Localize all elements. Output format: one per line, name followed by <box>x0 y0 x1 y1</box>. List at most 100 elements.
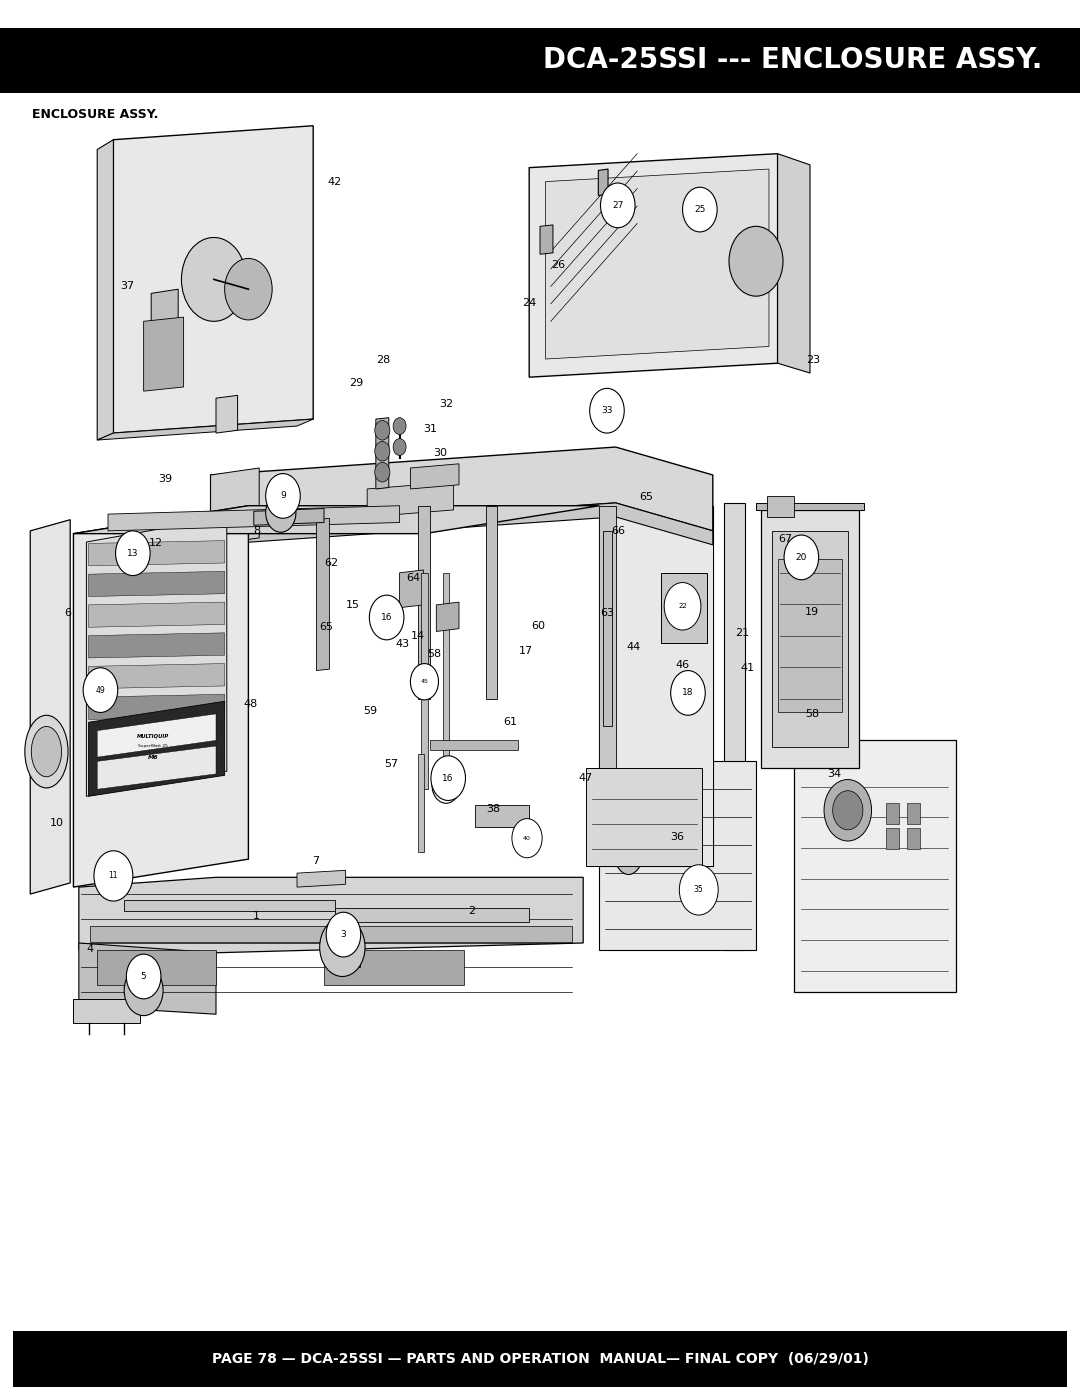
Text: 67: 67 <box>778 534 793 545</box>
Polygon shape <box>794 740 956 992</box>
Text: 3: 3 <box>340 930 347 939</box>
Text: 59: 59 <box>363 705 378 717</box>
Polygon shape <box>486 506 497 698</box>
Polygon shape <box>211 447 713 531</box>
Text: 37: 37 <box>120 281 135 292</box>
Text: 45: 45 <box>420 679 429 685</box>
Circle shape <box>375 462 390 482</box>
Text: 65: 65 <box>639 492 652 503</box>
Text: 21: 21 <box>734 627 750 638</box>
Circle shape <box>393 439 406 455</box>
Circle shape <box>266 493 296 532</box>
Polygon shape <box>124 900 335 911</box>
Polygon shape <box>324 950 464 985</box>
Text: 62: 62 <box>324 557 339 569</box>
Polygon shape <box>97 714 216 757</box>
Polygon shape <box>97 746 216 789</box>
Polygon shape <box>724 503 745 950</box>
Text: 29: 29 <box>349 377 364 388</box>
Polygon shape <box>418 754 424 852</box>
Polygon shape <box>211 503 713 545</box>
Circle shape <box>266 474 300 518</box>
Text: PAGE 78 — DCA-25SSI — PARTS AND OPERATION  MANUAL— FINAL COPY  (06/29/01): PAGE 78 — DCA-25SSI — PARTS AND OPERATIO… <box>212 1351 868 1366</box>
Polygon shape <box>79 877 583 953</box>
Polygon shape <box>599 761 756 950</box>
Polygon shape <box>778 559 842 712</box>
Circle shape <box>600 183 635 228</box>
Bar <box>907 828 920 849</box>
Polygon shape <box>335 908 529 922</box>
Ellipse shape <box>611 807 646 875</box>
Bar <box>886 828 899 849</box>
Polygon shape <box>216 395 238 433</box>
Polygon shape <box>73 999 140 1023</box>
Polygon shape <box>436 602 459 631</box>
Text: 36: 36 <box>671 831 684 842</box>
Circle shape <box>126 954 161 999</box>
Text: 30: 30 <box>434 447 447 458</box>
Text: 7: 7 <box>312 855 319 866</box>
Circle shape <box>320 918 365 977</box>
Text: SuperWatt 25: SuperWatt 25 <box>138 745 168 747</box>
Polygon shape <box>598 169 608 196</box>
Polygon shape <box>430 740 518 750</box>
Polygon shape <box>86 517 227 796</box>
Text: ENCLOSURE ASSY.: ENCLOSURE ASSY. <box>32 108 159 120</box>
Text: 41: 41 <box>740 662 755 673</box>
Text: 58: 58 <box>805 708 820 719</box>
Text: 57: 57 <box>383 759 399 770</box>
Circle shape <box>181 237 246 321</box>
Text: 28: 28 <box>376 355 391 366</box>
Polygon shape <box>400 570 423 608</box>
Polygon shape <box>73 506 599 534</box>
Text: 64: 64 <box>406 573 421 584</box>
Text: 46: 46 <box>675 659 690 671</box>
Text: 5: 5 <box>140 972 147 981</box>
Text: 10: 10 <box>51 817 64 828</box>
Bar <box>907 803 920 824</box>
Text: 12: 12 <box>148 538 163 549</box>
Text: 2: 2 <box>469 905 475 916</box>
Circle shape <box>326 912 361 957</box>
Polygon shape <box>661 573 707 643</box>
Text: 15: 15 <box>347 599 360 610</box>
Text: 22: 22 <box>678 604 687 609</box>
Polygon shape <box>97 419 313 440</box>
Polygon shape <box>367 482 454 517</box>
Text: 23: 23 <box>806 355 821 366</box>
Polygon shape <box>443 573 449 789</box>
Polygon shape <box>30 520 70 894</box>
Text: 66: 66 <box>611 525 624 536</box>
Text: 60: 60 <box>531 620 544 631</box>
Polygon shape <box>545 169 769 359</box>
Polygon shape <box>89 694 225 719</box>
Polygon shape <box>254 509 324 525</box>
Text: 61: 61 <box>503 717 516 728</box>
Polygon shape <box>89 701 225 796</box>
Polygon shape <box>761 510 859 768</box>
Text: 13: 13 <box>127 549 138 557</box>
Polygon shape <box>540 225 553 254</box>
Polygon shape <box>767 496 794 517</box>
Bar <box>13 1330 1067 1386</box>
Polygon shape <box>316 518 329 671</box>
Circle shape <box>375 441 390 461</box>
Text: 26: 26 <box>551 260 566 271</box>
Polygon shape <box>376 418 389 489</box>
Circle shape <box>410 664 438 700</box>
Circle shape <box>664 583 701 630</box>
Circle shape <box>512 819 542 858</box>
Polygon shape <box>151 289 178 363</box>
Text: M6: M6 <box>148 754 159 760</box>
Text: 39: 39 <box>158 474 173 485</box>
Bar <box>0 28 1080 92</box>
Polygon shape <box>475 805 529 827</box>
Text: 49: 49 <box>95 686 106 694</box>
Ellipse shape <box>31 726 62 777</box>
Polygon shape <box>89 571 225 597</box>
Text: 43: 43 <box>395 638 410 650</box>
Text: 42: 42 <box>327 176 342 187</box>
Polygon shape <box>756 503 864 510</box>
Circle shape <box>784 535 819 580</box>
Text: 35: 35 <box>693 886 704 894</box>
